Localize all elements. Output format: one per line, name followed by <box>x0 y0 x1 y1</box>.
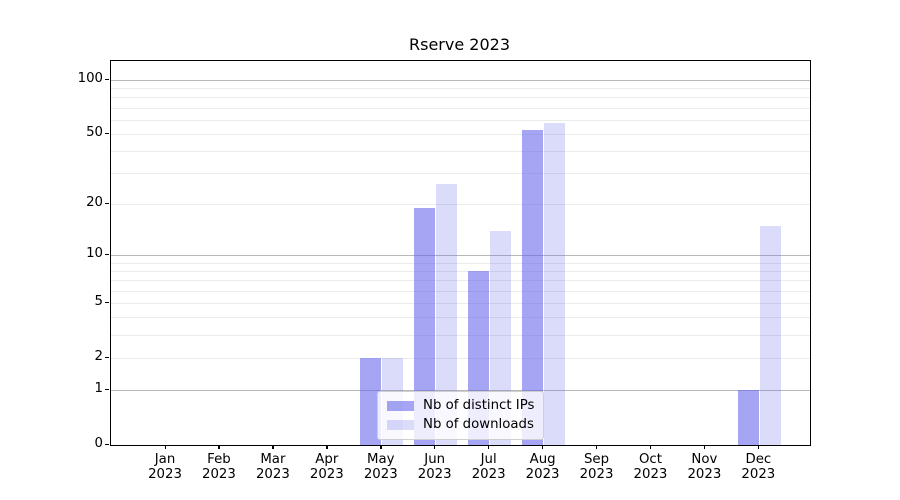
x-tick-label-sep: Sep 2023 <box>579 452 614 482</box>
minor-gridline-40 <box>111 150 810 152</box>
minor-gridline-60 <box>111 119 810 121</box>
y-tick-mark-5 <box>105 301 109 304</box>
x-tick-mark-sep <box>596 445 598 449</box>
minor-gridline-20 <box>111 203 810 205</box>
x-tick-label-oct: Oct 2023 <box>633 452 668 482</box>
x-tick-label-jun: Jun 2023 <box>417 452 452 482</box>
bar-downloads-aug <box>544 122 566 445</box>
x-tick-label-mar: Mar 2023 <box>255 452 290 482</box>
minor-gridline-8 <box>111 270 810 272</box>
major-gridline-100 <box>111 79 810 81</box>
major-gridline-10 <box>111 254 810 256</box>
plot-area <box>110 60 811 446</box>
y-tick-mark-100 <box>105 78 109 80</box>
x-tick-mark-may <box>380 445 382 449</box>
x-tick-mark-jun <box>434 445 436 449</box>
minor-gridline-9 <box>111 262 810 264</box>
x-tick-label-aug: Aug 2023 <box>525 452 560 482</box>
legend-label-distinct-ips: Nb of distinct IPs <box>423 398 535 413</box>
minor-gridline-6 <box>111 290 810 292</box>
y-tick-mark-1 <box>105 388 109 390</box>
x-tick-mark-aug <box>542 445 544 449</box>
x-tick-mark-jul <box>488 445 490 449</box>
x-tick-label-feb: Feb 2023 <box>202 452 236 482</box>
minor-gridline-3 <box>111 334 810 336</box>
minor-gridline-80 <box>111 97 810 99</box>
y-tick-mark-0 <box>105 443 109 445</box>
minor-gridline-70 <box>111 107 810 109</box>
legend-entry-downloads: Nb of downloads <box>387 417 534 432</box>
bar-distinct-ips-aug <box>522 129 544 445</box>
minor-gridline-50 <box>111 133 810 135</box>
x-tick-label-nov: Nov 2023 <box>687 452 722 482</box>
x-tick-label-jan: Jan 2023 <box>148 452 182 482</box>
y-tick-label-10: 10 <box>86 246 103 262</box>
y-tick-mark-20 <box>105 202 109 205</box>
y-tick-label-20: 20 <box>86 195 103 211</box>
bar-distinct-ips-jun <box>414 208 436 445</box>
x-tick-label-may: May 2023 <box>363 452 398 482</box>
minor-gridline-90 <box>111 87 810 89</box>
legend-entry-distinct-ips: Nb of distinct IPs <box>387 398 534 413</box>
y-tick-mark-2 <box>105 356 109 358</box>
x-tick-mark-apr <box>326 445 328 449</box>
y-tick-label-2: 2 <box>94 349 103 365</box>
legend: Nb of distinct IPs Nb of downloads <box>377 391 545 440</box>
x-tick-mark-dec <box>757 445 760 449</box>
x-tick-label-dec: Dec 2023 <box>741 452 776 482</box>
minor-gridline-5 <box>111 302 810 304</box>
y-tick-label-100: 100 <box>77 71 103 87</box>
x-tick-mark-nov <box>703 445 706 449</box>
bar-distinct-ips-may <box>360 358 382 445</box>
x-tick-mark-oct <box>649 445 652 449</box>
x-tick-mark-mar <box>272 445 274 449</box>
legend-swatch-distinct-ips <box>387 400 414 411</box>
major-gridline-1 <box>111 389 810 391</box>
chart-title: Rserve 2023 <box>409 35 510 54</box>
legend-swatch-downloads <box>387 419 414 430</box>
legend-label-downloads: Nb of downloads <box>423 417 534 432</box>
bar-downloads-dec <box>759 225 781 445</box>
x-tick-mark-jan <box>164 445 166 449</box>
minor-gridline-4 <box>111 317 810 319</box>
minor-gridline-30 <box>111 173 810 175</box>
y-tick-label-1: 1 <box>94 381 103 397</box>
y-tick-mark-10 <box>105 253 109 256</box>
x-tick-label-apr: Apr 2023 <box>309 452 344 482</box>
bar-distinct-ips-dec <box>737 390 759 445</box>
y-tick-mark-50 <box>105 132 109 135</box>
bar-downloads-jun <box>436 184 458 445</box>
minor-gridline-2 <box>111 357 810 359</box>
y-tick-label-50: 50 <box>86 125 103 141</box>
y-tick-label-5: 5 <box>94 294 103 310</box>
x-tick-label-jul: Jul 2023 <box>471 452 506 482</box>
x-tick-mark-feb <box>218 445 220 449</box>
minor-gridline-7 <box>111 280 810 282</box>
y-tick-label-0: 0 <box>94 436 103 451</box>
